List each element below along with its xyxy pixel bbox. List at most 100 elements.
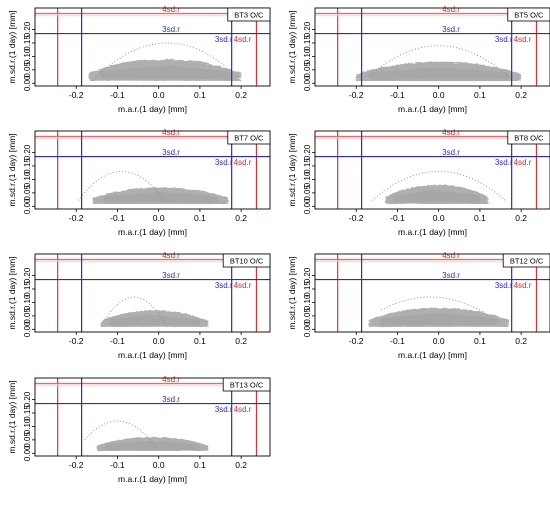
panel-title-box: BT7 O/C — [227, 130, 271, 145]
limit-4sd-band — [315, 136, 550, 140]
limit-label-4sd-right: 4sd.r — [234, 405, 252, 414]
y-tick-label: 0.20 — [23, 267, 32, 283]
plot-frame — [314, 253, 550, 333]
outlier-arc — [368, 45, 514, 81]
y-tick-label: 0.10 — [303, 294, 312, 310]
limit-label-4sd-right: 4sd.r — [234, 281, 252, 290]
panel-title-box: BT13 O/C — [222, 377, 271, 392]
x-tick-label: -0.1 — [110, 213, 125, 223]
x-tick-label: 0.2 — [235, 213, 247, 223]
limit-label-4sd-right: 4sd.r — [234, 35, 252, 44]
limit-label-3sd-right: 3sd.r — [495, 281, 513, 290]
x-tick-label: -0.1 — [390, 213, 405, 223]
data-cloud-core — [103, 440, 200, 451]
y-tick-label: 0.10 — [23, 294, 32, 310]
outlier-arc — [92, 42, 225, 81]
data-cloud-core — [379, 313, 499, 326]
plot-frame — [314, 7, 550, 87]
y-tick-label: 0.15 — [303, 281, 312, 297]
limit-label-4sd-right: 4sd.r — [234, 158, 252, 167]
x-axis-label: m.a.r.(1 day) [mm] — [118, 227, 187, 237]
x-tick-label: 0.2 — [515, 213, 527, 223]
plot-area — [100, 296, 209, 328]
y-axis-label: m.sd.r.(1 day) [mm] — [7, 380, 17, 453]
y-tick-label: 0.20 — [303, 144, 312, 160]
y-tick-label: 0.20 — [303, 267, 312, 283]
y-axis-label: m.sd.r.(1 day) [mm] — [287, 133, 297, 206]
x-tick-label: 0.0 — [433, 90, 445, 100]
y-tick-label: 0.00 — [23, 321, 32, 337]
limit-label-4sd: 4sd.r — [442, 128, 460, 137]
panel-title: BT5 O/C — [514, 11, 544, 20]
x-axis-label: m.a.r.(1 day) [mm] — [398, 227, 467, 237]
plot-area — [88, 42, 242, 82]
y-tick-label: 0.15 — [23, 281, 32, 297]
limit-4sd-band — [35, 383, 270, 387]
y-tick-label: 0.00 — [23, 445, 32, 461]
y-tick-label: 0.05 — [303, 308, 312, 324]
y-tick-label: 0.05 — [303, 185, 312, 201]
x-tick-label: -0.1 — [390, 90, 405, 100]
y-tick-label: 0.15 — [303, 35, 312, 51]
y-axis-label: m.sd.r.(1 day) [mm] — [7, 133, 17, 206]
x-tick-label: 0.2 — [515, 90, 527, 100]
limit-label-3sd: 3sd.r — [162, 395, 180, 404]
limit-label-4sd: 4sd.r — [442, 5, 460, 14]
limit-label-4sd: 4sd.r — [162, 251, 180, 260]
limit-4sd-band — [35, 136, 270, 140]
data-cloud-core — [100, 65, 230, 80]
y-tick-label: 0.10 — [303, 171, 312, 187]
limit-4sd-band — [35, 13, 270, 17]
limit-label-4sd-right: 4sd.r — [514, 35, 532, 44]
y-tick-label: 0.05 — [23, 308, 32, 324]
limit-label-3sd-right: 3sd.r — [495, 35, 513, 44]
y-tick-label: 0.10 — [23, 171, 32, 187]
y-tick-label: 0.20 — [23, 21, 32, 37]
data-cloud-core — [368, 66, 509, 80]
plot-area — [78, 170, 229, 205]
plot-frame — [34, 377, 271, 457]
y-tick-label: 0.05 — [23, 185, 32, 201]
x-tick-label: -0.2 — [69, 460, 84, 470]
limit-label-4sd-right: 4sd.r — [514, 158, 532, 167]
x-tick-label: 0.0 — [153, 90, 165, 100]
x-tick-label: 0.1 — [194, 460, 206, 470]
y-axis-label: m.sd.r.(1 day) [mm] — [287, 256, 297, 329]
panel-title-background — [227, 7, 271, 22]
x-tick-label: 0.2 — [235, 336, 247, 346]
y-axis-label: m.sd.r.(1 day) [mm] — [7, 10, 17, 83]
limit-label-3sd: 3sd.r — [442, 271, 460, 280]
y-tick-label: 0.05 — [23, 62, 32, 78]
y-tick-label: 0.10 — [23, 418, 32, 434]
y-tick-label: 0.05 — [303, 62, 312, 78]
x-tick-label: -0.1 — [110, 460, 125, 470]
limit-label-3sd-right: 3sd.r — [215, 281, 233, 290]
panel-title-box: BT8 O/C — [507, 130, 550, 145]
limit-label-3sd: 3sd.r — [162, 271, 180, 280]
y-tick-label: 0.00 — [303, 321, 312, 337]
panel-title: BT8 O/C — [514, 134, 544, 143]
y-tick-label: 0.20 — [303, 21, 312, 37]
limit-label-4sd: 4sd.r — [162, 5, 180, 14]
panel-title-box: BT5 O/C — [507, 7, 550, 22]
panel-title: BT12 O/C — [510, 257, 544, 266]
panel-title-background — [502, 253, 550, 268]
plot-area — [371, 170, 506, 205]
x-tick-label: 0.1 — [474, 336, 486, 346]
plot-area — [368, 296, 510, 328]
x-tick-label: -0.2 — [349, 213, 364, 223]
panel-title: BT10 O/C — [230, 257, 264, 266]
panel-title-background — [222, 377, 271, 392]
data-cloud-core — [392, 189, 481, 203]
x-tick-label: 0.0 — [433, 336, 445, 346]
y-axis-label: m.sd.r.(1 day) [mm] — [287, 10, 297, 83]
limit-4sd-band — [315, 13, 550, 17]
y-tick-label: 0.20 — [23, 391, 32, 407]
x-tick-label: -0.2 — [349, 336, 364, 346]
panel-title-background — [222, 253, 271, 268]
x-axis-label: m.a.r.(1 day) [mm] — [118, 474, 187, 484]
